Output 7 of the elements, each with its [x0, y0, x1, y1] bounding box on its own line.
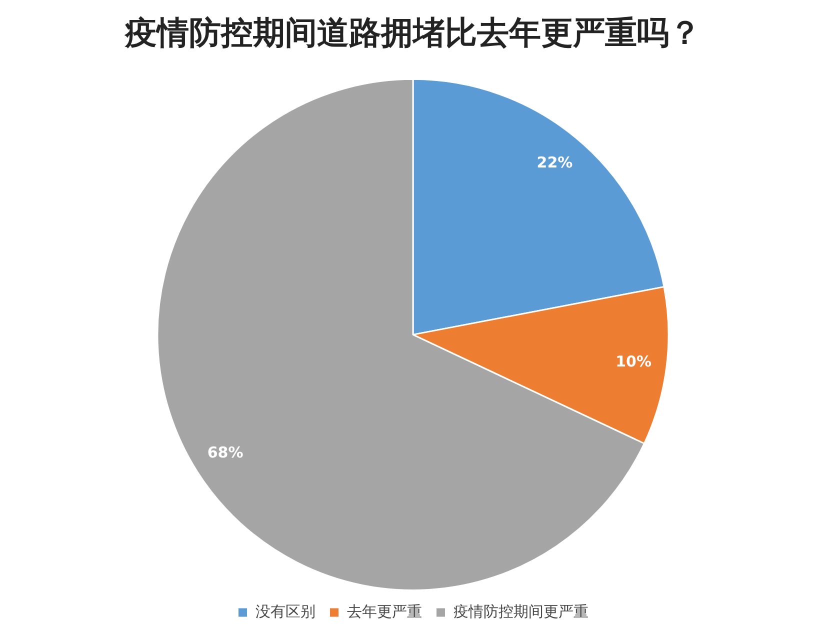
legend-label: 去年更严重 — [346, 602, 422, 620]
data-label: 22% — [536, 153, 573, 172]
legend-label: 没有区别 — [255, 602, 316, 620]
chart-title: 疫情防控期间道路拥堵比去年更严重吗？ — [124, 14, 701, 52]
data-label: 10% — [616, 352, 652, 370]
legend-label: 疫情防控期间更严重 — [453, 602, 588, 620]
data-label: 68% — [207, 444, 244, 462]
